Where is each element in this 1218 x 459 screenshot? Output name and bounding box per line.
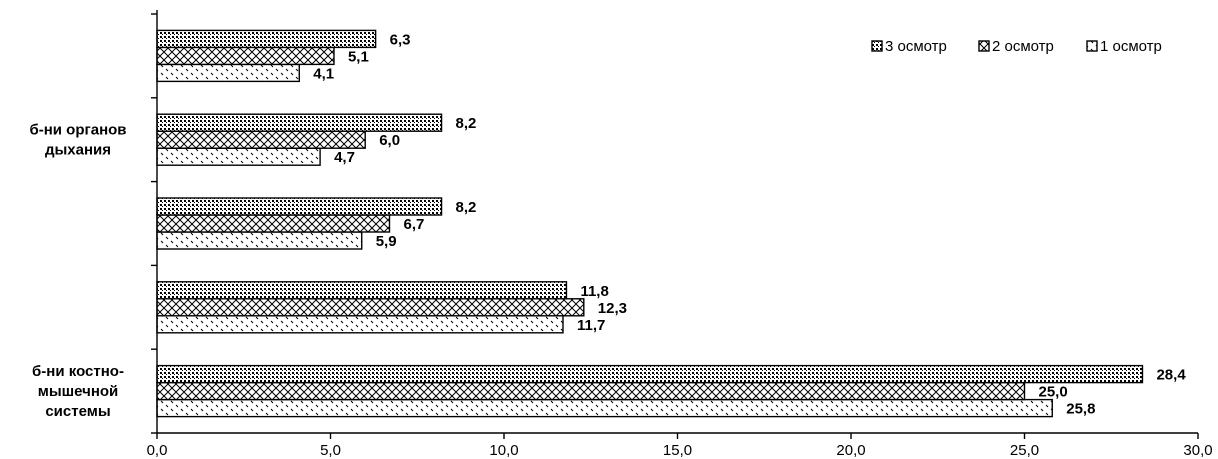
legend-swatch-2 <box>978 40 990 52</box>
legend-swatch-3 <box>871 40 883 52</box>
x-tick-label-3: 15,0 <box>663 442 692 459</box>
plot-area: 25,825,028,4б-ни костно-мышечной системы1… <box>29 10 1213 459</box>
data-label-s3-c2: 11,8 <box>580 283 608 300</box>
data-label-s2-c4: 6,0 <box>379 132 400 149</box>
legend-label-3: 3 осмотр <box>885 38 947 55</box>
x-tick-label-2: 10,0 <box>489 442 518 459</box>
data-label-s1-c2: 11,7 <box>577 317 605 334</box>
category-label-1: б-ни костно-мышечной системы <box>32 363 124 420</box>
data-label-s1-c1: 25,8 <box>1066 401 1095 418</box>
data-label-s3-c3: 8,2 <box>456 199 477 216</box>
bar-s2-c4 <box>156 130 366 149</box>
category-label-4: б-ни органов дыхания <box>29 122 126 159</box>
data-label-s2-c2: 12,3 <box>598 300 627 317</box>
legend: 3 осмотр 2 осмотр 1 осмотр <box>871 38 1162 55</box>
x-tick-label-1: 5,0 <box>320 442 341 459</box>
legend-label-2: 2 осмотр <box>992 38 1054 55</box>
x-tick-label-4: 20,0 <box>836 442 865 459</box>
data-label-s3-c5: 6,3 <box>390 31 411 48</box>
data-label-s1-c5: 4,1 <box>313 65 334 82</box>
bar-s3-c2 <box>156 281 568 300</box>
bar-s2-c2 <box>156 298 585 317</box>
bar-s1-c1 <box>156 398 1053 418</box>
bar-s2-c5 <box>156 46 335 66</box>
bar-s3-c1 <box>156 364 1144 384</box>
bar-s1-c3 <box>156 231 363 250</box>
data-label-s1-c4: 4,7 <box>334 149 355 166</box>
bar-s3-c3 <box>156 197 443 216</box>
data-label-s3-c4: 8,2 <box>456 115 477 132</box>
bar-s3-c5 <box>156 29 377 49</box>
bar-s1-c4 <box>156 147 321 166</box>
bar-s1-c2 <box>156 315 564 334</box>
data-label-s2-c3: 6,7 <box>403 216 424 233</box>
x-tick-label-0: 0,0 <box>147 442 168 459</box>
x-tick-label-5: 25,0 <box>1010 442 1039 459</box>
x-tick-label-6: 30,0 <box>1183 442 1212 459</box>
bar-s2-c1 <box>156 381 1026 401</box>
bar-s3-c4 <box>156 113 443 132</box>
data-label-s3-c1: 28,4 <box>1156 367 1186 384</box>
legend-swatch-1 <box>1086 40 1098 52</box>
bar-s1-c5 <box>156 63 300 83</box>
data-label-s2-c5: 5,1 <box>348 48 369 65</box>
data-label-s1-c3: 5,9 <box>376 233 397 250</box>
data-label-s2-c1: 25,0 <box>1039 384 1068 401</box>
legend-label-1: 1 осмотр <box>1100 38 1162 55</box>
bar-s2-c3 <box>156 214 391 233</box>
